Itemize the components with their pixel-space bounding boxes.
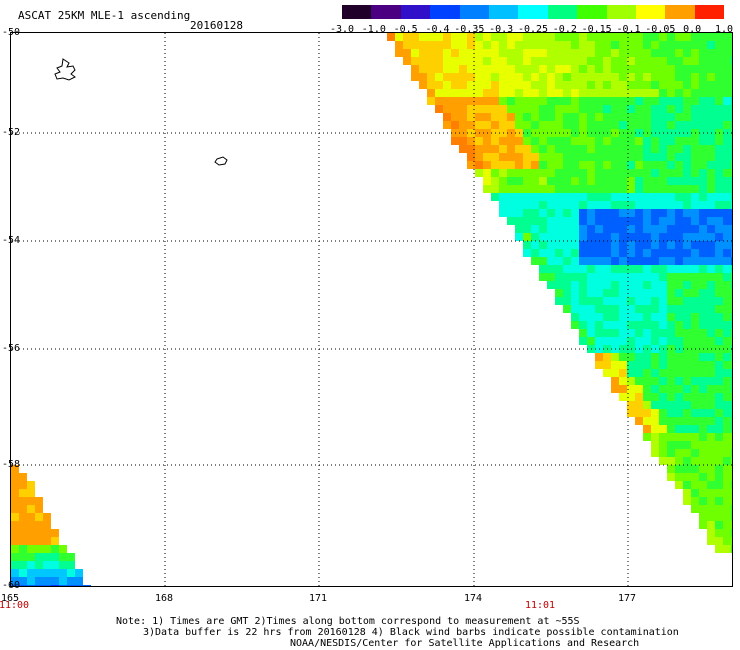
lon-label-168: 168 — [154, 593, 174, 604]
colorbar-swatch — [459, 5, 489, 19]
map-plot — [10, 32, 733, 587]
colorbar-swatch — [694, 5, 725, 19]
note-line-3: NOAA/NESDIS/Center for Satellite Applica… — [290, 638, 640, 649]
colorbar-tick-label: 1.0 — [714, 24, 734, 35]
colorbar-tick-label: 0.0 — [683, 24, 702, 35]
lat-label-52: -52 — [2, 127, 21, 138]
colorbar-tick-label: -0.05 — [645, 24, 676, 35]
colorbar-tick-label: -1.0 — [361, 24, 386, 35]
colorbar-swatch — [665, 5, 695, 19]
time-label-end: 11:01 — [524, 600, 556, 611]
map-svg — [11, 33, 732, 586]
time-label-start: 11:00 — [0, 600, 30, 611]
colorbar-swatch — [547, 5, 578, 19]
colorbar-tick-label: -0.4 — [425, 24, 450, 35]
lon-label-171: 171 — [308, 593, 328, 604]
colorbar-swatch — [400, 5, 431, 19]
colorbar-tick-label: -0.35 — [454, 24, 485, 35]
colorbar-swatch — [518, 5, 548, 19]
colorbar-swatch — [342, 5, 372, 19]
colorbar-tick-label: -0.25 — [517, 24, 549, 35]
lon-label-174: 174 — [463, 593, 483, 604]
note-line-2: 3)Data buffer is 22 hrs from 20160128 4)… — [143, 627, 679, 638]
swath-small — [11, 465, 91, 586]
map-grid — [11, 33, 732, 586]
colorbar-tick-label: -0.1 — [616, 24, 641, 35]
map-date: 20160128 — [190, 19, 243, 32]
colorbar-swatch — [488, 5, 519, 19]
island-outlines — [54, 58, 228, 166]
colorbar-tick-label: -0.3 — [489, 24, 514, 35]
colorbar-tick-label: -0.5 — [393, 24, 418, 35]
lon-label-177: 177 — [617, 593, 637, 604]
colorbar — [342, 5, 725, 19]
lat-label-56: -56 — [2, 343, 21, 354]
lat-label-54: -54 — [2, 235, 21, 246]
map-title: ASCAT 25KM MLE-1 ascending — [18, 9, 191, 22]
note-line-1: Note: 1) Times are GMT 2)Times along bot… — [116, 616, 580, 627]
colorbar-tick-label: -0.2 — [552, 24, 577, 35]
colorbar-swatch — [430, 5, 460, 19]
colorbar-swatch — [635, 5, 666, 19]
colorbar-tick-label: -0.15 — [581, 24, 612, 35]
lat-label-60: -60 — [2, 580, 21, 591]
colorbar-swatch — [606, 5, 636, 19]
lon-label-165: 165 — [0, 593, 20, 604]
colorbar-tick-label: -3.0 — [329, 24, 355, 35]
lat-label-50: -50 — [2, 27, 21, 38]
lat-label-58: -58 — [2, 459, 21, 470]
colorbar-swatch — [371, 5, 401, 19]
swath-main — [387, 33, 732, 553]
colorbar-swatch — [577, 5, 607, 19]
